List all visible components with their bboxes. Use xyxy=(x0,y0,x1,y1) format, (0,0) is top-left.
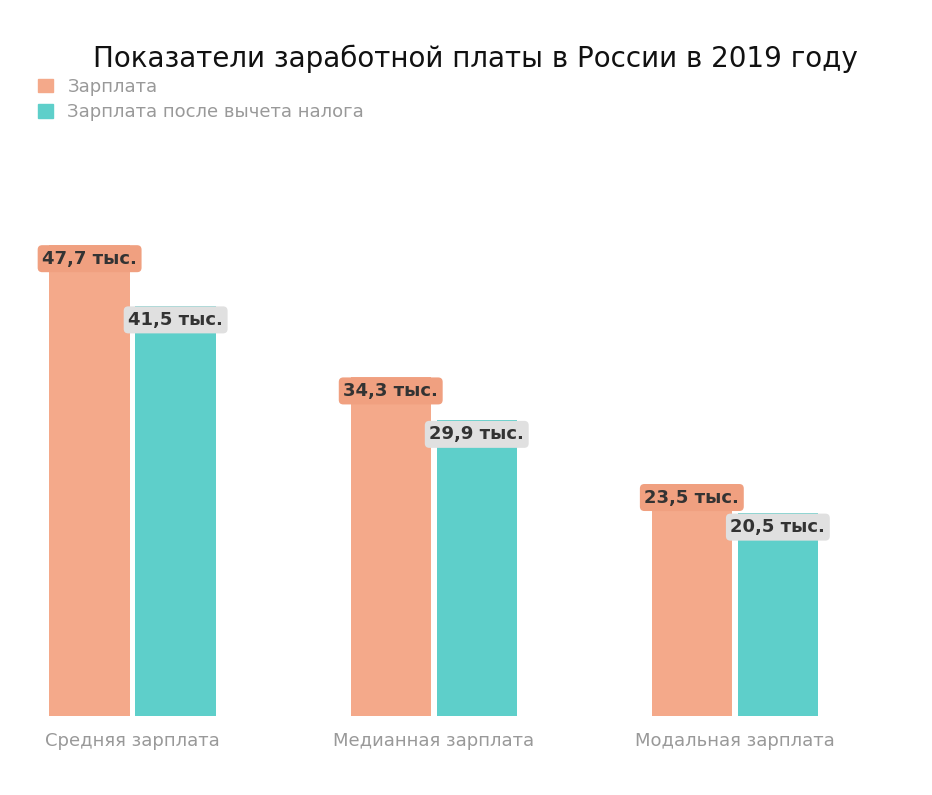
Bar xyxy=(651,483,732,716)
Bar xyxy=(135,306,216,716)
Text: 47,7 тыс.: 47,7 тыс. xyxy=(42,250,137,268)
Bar xyxy=(49,245,130,716)
Text: 23,5 тыс.: 23,5 тыс. xyxy=(644,488,739,506)
Bar xyxy=(436,421,517,716)
Bar xyxy=(350,377,431,716)
Text: 41,5 тыс.: 41,5 тыс. xyxy=(129,311,223,329)
Text: 20,5 тыс.: 20,5 тыс. xyxy=(731,518,826,536)
Bar xyxy=(738,514,818,716)
Text: 34,3 тыс.: 34,3 тыс. xyxy=(343,382,438,400)
Text: 29,9 тыс.: 29,9 тыс. xyxy=(430,425,524,444)
Title: Показатели заработной платы в России в 2019 году: Показатели заработной платы в России в 2… xyxy=(93,45,857,72)
Legend: Зарплата, Зарплата после вычета налога: Зарплата, Зарплата после вычета налога xyxy=(38,78,364,121)
